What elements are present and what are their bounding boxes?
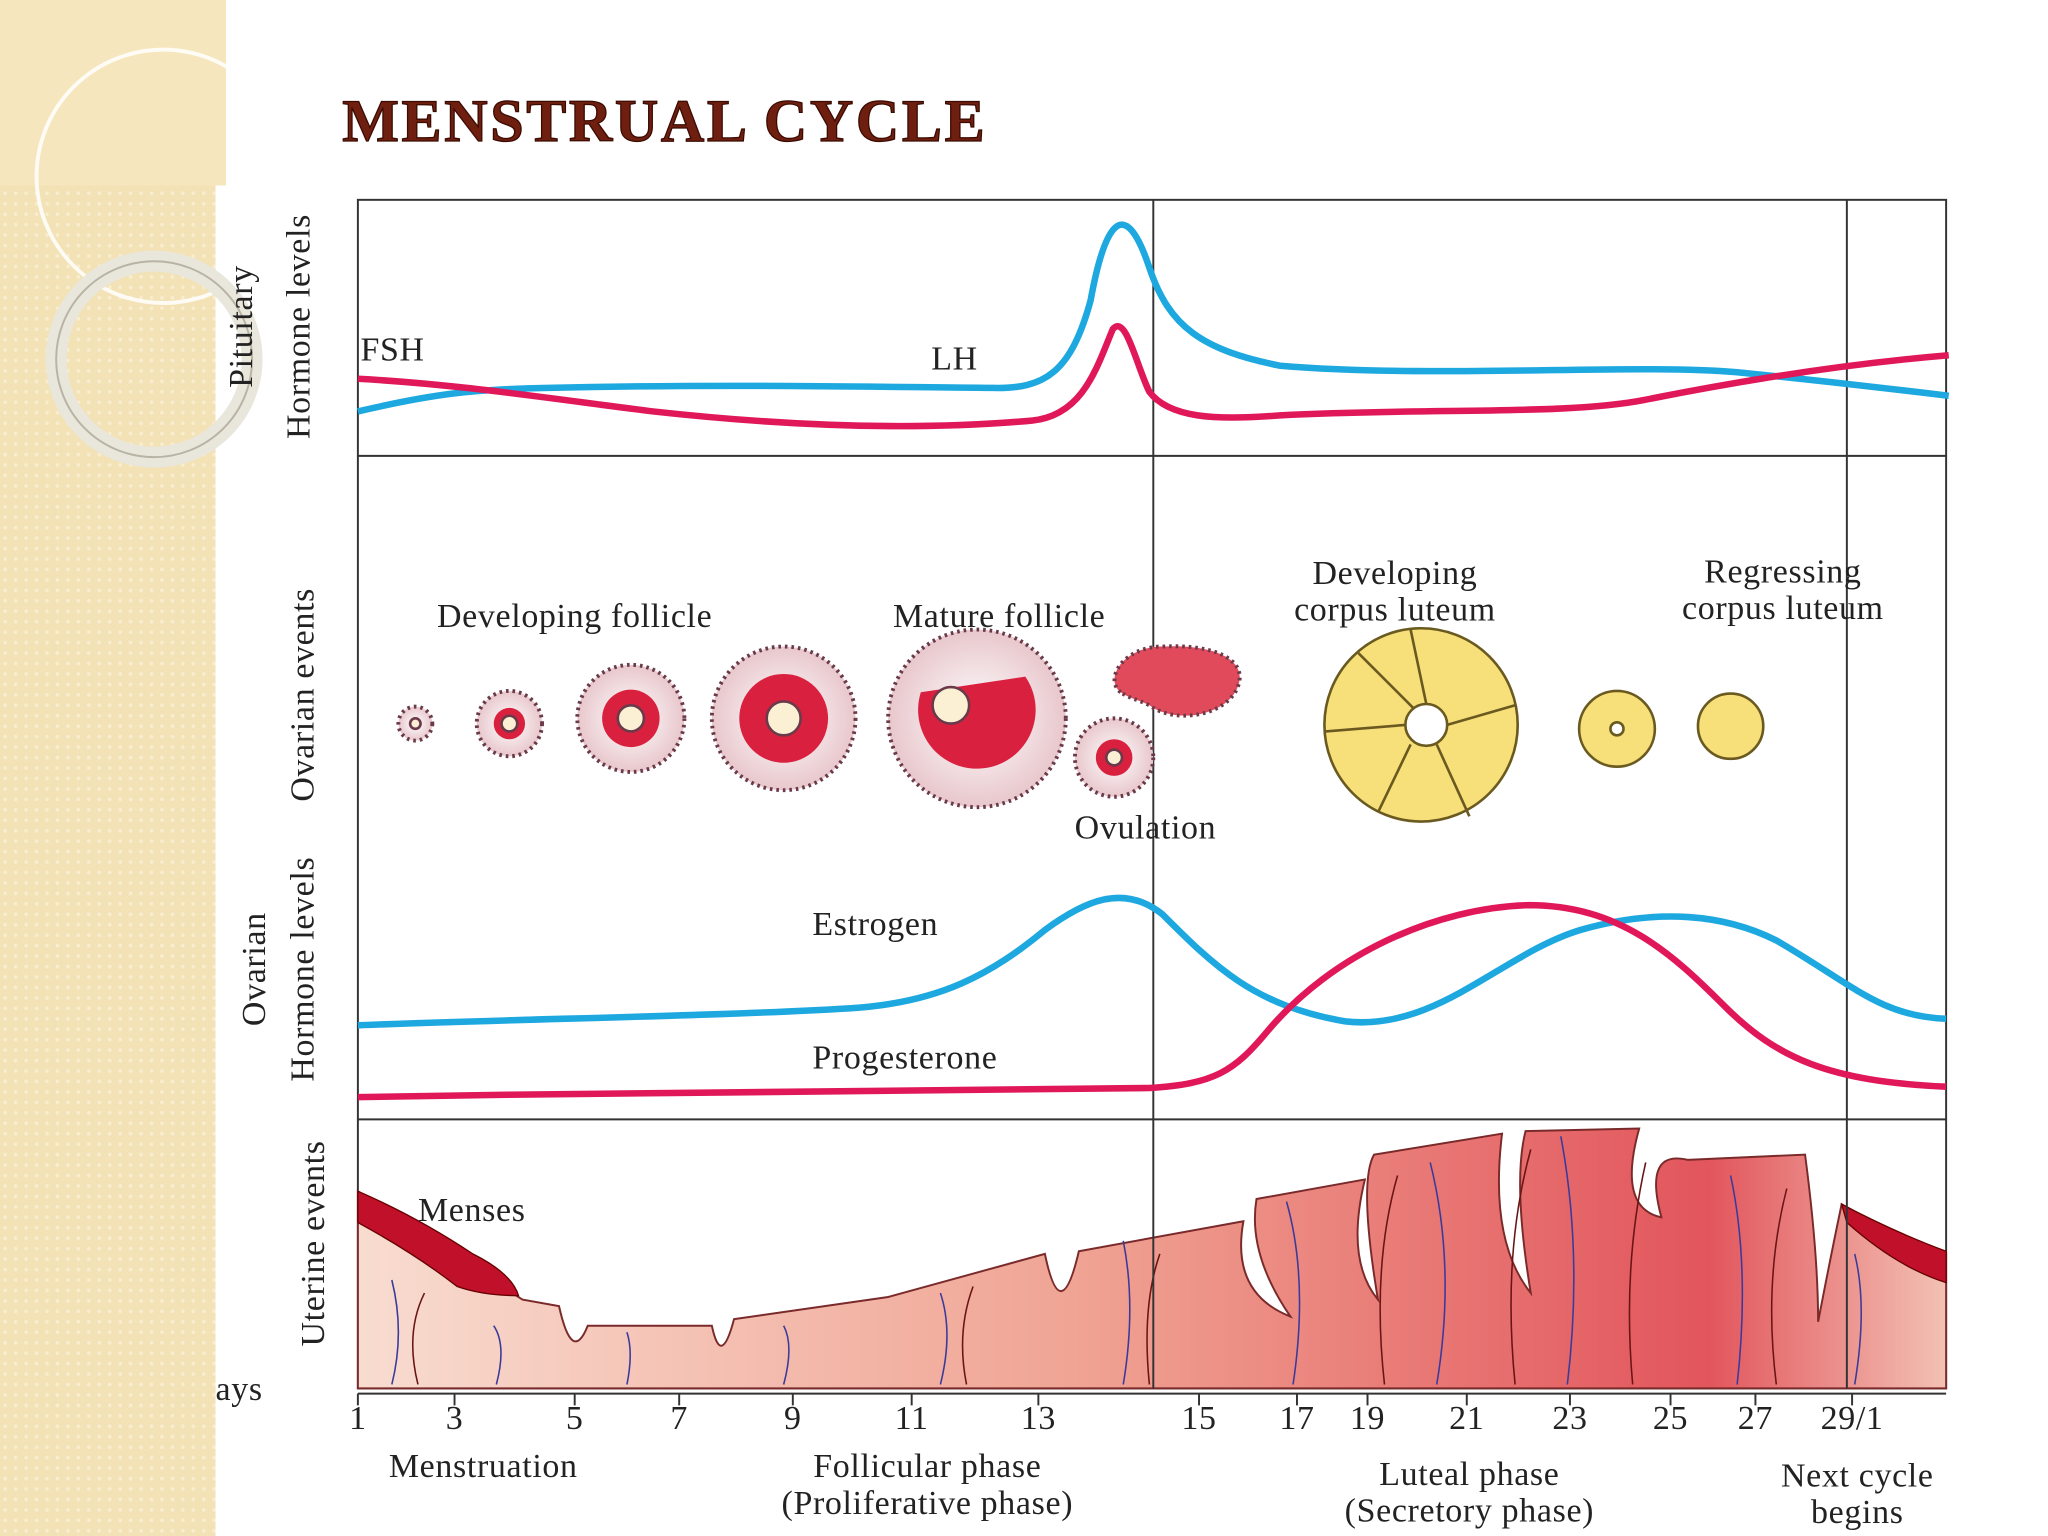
day-label: 7 bbox=[670, 1400, 688, 1437]
day-label: 9 bbox=[784, 1400, 802, 1437]
hormone-label: Progesterone bbox=[812, 1039, 997, 1076]
days-label: ays bbox=[216, 1371, 263, 1408]
day-label: 13 bbox=[1021, 1400, 1056, 1437]
phase-label: Next cycle bbox=[1781, 1457, 1934, 1494]
day-label: 27 bbox=[1738, 1400, 1773, 1437]
phase-label: Menstruation bbox=[389, 1448, 578, 1485]
day-label: 25 bbox=[1653, 1400, 1688, 1437]
panel-label: Pituitary bbox=[223, 265, 260, 388]
stage-label: Developing follicle bbox=[437, 598, 712, 635]
deco-ring bbox=[34, 47, 292, 305]
menses-shed bbox=[357, 1190, 520, 1297]
corpus-luteum bbox=[1323, 626, 1765, 823]
menses-shed bbox=[1840, 1202, 1947, 1284]
panel-label: Uterine events bbox=[295, 1140, 332, 1346]
corner-block bbox=[0, 0, 226, 186]
stage-label: Developing bbox=[1313, 555, 1478, 592]
day-label: 11 bbox=[895, 1400, 929, 1437]
estrogen-curve bbox=[357, 894, 1947, 1029]
stage-label: Mature follicle bbox=[893, 598, 1105, 635]
panel-label: Hormone levels bbox=[281, 214, 318, 439]
panel-label: Hormone levels bbox=[284, 857, 321, 1082]
deco-ring bbox=[55, 260, 254, 459]
day-label: 23 bbox=[1552, 1400, 1587, 1437]
side-strip bbox=[0, 0, 216, 1536]
lh-curve bbox=[357, 221, 1950, 415]
slide-title: MENSTRUAL CYCLE bbox=[342, 87, 987, 154]
menses-label: Menses bbox=[418, 1192, 526, 1229]
arteries bbox=[411, 1149, 1788, 1385]
phase-label: Follicular phase bbox=[813, 1448, 1041, 1485]
day-label: 19 bbox=[1350, 1400, 1385, 1437]
stage-label: corpus luteum bbox=[1294, 591, 1496, 628]
day-label: 5 bbox=[566, 1400, 584, 1437]
day-label: 3 bbox=[446, 1400, 464, 1437]
stage-label: Ovulation bbox=[1075, 810, 1217, 847]
panel-label: Ovarian events bbox=[284, 588, 321, 802]
hormone-label: LH bbox=[931, 341, 978, 378]
progesterone-curve bbox=[357, 901, 1947, 1101]
day-label: 21 bbox=[1449, 1400, 1484, 1437]
phase-label: begins bbox=[1811, 1494, 1904, 1531]
vessels bbox=[391, 1136, 1863, 1385]
stage-label: corpus luteum bbox=[1682, 590, 1884, 627]
fsh-curve bbox=[357, 323, 1950, 430]
phase-label: (Secretory phase) bbox=[1345, 1493, 1595, 1530]
oocytes bbox=[408, 685, 1124, 767]
endometrium bbox=[356, 1127, 1948, 1390]
hormone-label: FSH bbox=[360, 331, 424, 368]
phase-label: Luteal phase bbox=[1379, 1456, 1559, 1493]
day-label: 29/1 bbox=[1821, 1400, 1884, 1437]
panel-label: Ovarian bbox=[236, 912, 273, 1026]
day-label: 15 bbox=[1181, 1400, 1216, 1437]
hormone-label: Estrogen bbox=[812, 906, 938, 943]
day-label: 17 bbox=[1279, 1400, 1314, 1437]
stage-label: Regressing bbox=[1704, 554, 1861, 591]
day-label: 1 bbox=[349, 1400, 367, 1437]
phase-label: (Proliferative phase) bbox=[781, 1485, 1073, 1522]
